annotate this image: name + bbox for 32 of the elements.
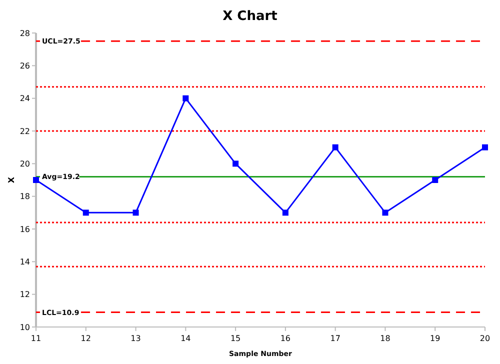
x-tick-label: 13 [130, 334, 141, 343]
y-tick-label: 12 [20, 290, 30, 300]
x-tick-label: 19 [430, 334, 440, 343]
chart-title: X Chart [222, 9, 278, 24]
x-tick-label: 20 [480, 334, 490, 343]
point [82, 210, 89, 216]
point [282, 210, 288, 216]
x-tick-label: 17 [330, 334, 340, 343]
y-tick-label: 24 [20, 94, 30, 104]
x-tick-label: 12 [80, 334, 91, 343]
x-tick-label: 14 [180, 334, 191, 343]
point [382, 210, 388, 216]
y-tick-label: 18 [20, 192, 30, 202]
y-tick-label: 16 [20, 224, 30, 234]
x-tick-label: 11 [30, 334, 42, 343]
point [482, 144, 488, 150]
x-tick-label: 18 [380, 334, 390, 343]
y-tick-label: 10 [20, 322, 30, 332]
y-tick-label: 26 [20, 61, 30, 70]
x-tick-label: 15 [230, 334, 241, 343]
point [432, 177, 438, 183]
point [232, 160, 239, 167]
y-tick-label: 20 [20, 159, 30, 168]
point [182, 95, 189, 102]
x-tick-label: 16 [280, 334, 291, 343]
point [33, 177, 39, 183]
y-tick-label: 28 [20, 28, 30, 38]
y-axis-title: X [7, 176, 16, 184]
y-tick-label: 22 [20, 126, 30, 136]
point [132, 210, 139, 216]
point [332, 144, 338, 150]
y-tick-label: 14 [20, 257, 30, 266]
